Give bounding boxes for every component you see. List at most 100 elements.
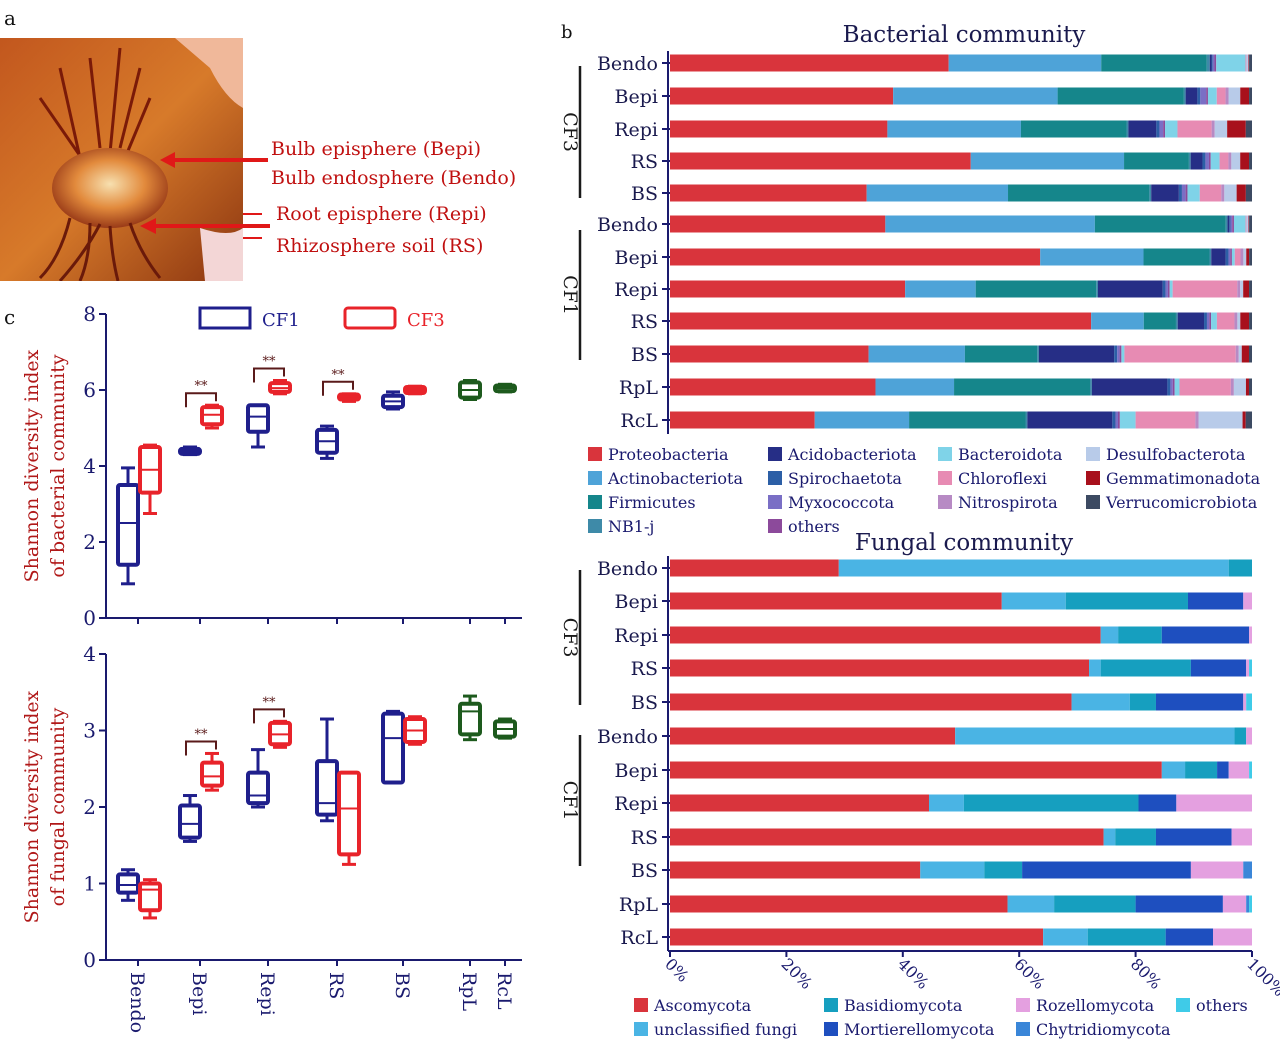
- bar-segment-rozellomycota: [1176, 794, 1252, 812]
- annotation-bepi: Bulb episphere (Bepi): [271, 138, 481, 160]
- y-tick-label: 1: [83, 872, 96, 896]
- bar-segment-actinobacteriota: [1091, 312, 1144, 330]
- bar-segment-basidiomycota: [1115, 828, 1156, 846]
- box-bepi-cf3: [200, 760, 224, 788]
- legend-swatch: [588, 495, 602, 509]
- bar-segment-unclassified-fungi: [1089, 659, 1101, 677]
- bar-segment-spirochaetota: [1162, 280, 1166, 298]
- bar-segment-unclassified-fungi: [920, 861, 985, 879]
- legend-label: Myxococcota: [788, 492, 895, 512]
- row-label: Bepi: [615, 591, 658, 613]
- bar-segment-myxococcota: [1117, 345, 1120, 363]
- annotation-repi: Root episphere (Repi): [276, 203, 487, 225]
- group-label: CF1: [559, 781, 581, 821]
- x-tick-label: 40%: [894, 954, 933, 993]
- legend-label: unclassified fungi: [654, 1019, 798, 1039]
- bar-segment-acidobacteriota: [1185, 87, 1198, 105]
- bar-segment-chloroflexi: [1245, 215, 1247, 233]
- bar-segment-chloroflexi: [1234, 248, 1241, 266]
- bar-segment-gemmatimonadota: [1227, 120, 1246, 138]
- x-tick-label: Bepi: [188, 972, 210, 1015]
- x-tick-label: 60%: [1010, 954, 1049, 993]
- legend-swatch: [938, 471, 952, 485]
- bar-segment-desulfobacterota: [1237, 312, 1241, 330]
- legend-swatch: [768, 495, 782, 509]
- bar-segment-chloroflexi: [1124, 345, 1236, 363]
- bar-segment-bacteroidota: [1119, 411, 1136, 429]
- bar-segment-myxococcota: [1165, 280, 1168, 298]
- bar-segment-bacteroidota: [1211, 312, 1217, 330]
- bar-segment-ascomycota: [670, 794, 929, 812]
- bar-segment-spirochaetota: [1114, 345, 1118, 363]
- legend-label: Rozellomycota: [1036, 995, 1155, 1015]
- bar-segment-basidiomycota: [1129, 693, 1156, 711]
- bar-segment-bacteroidota: [1233, 215, 1246, 233]
- bar-segment-rozellomycota: [1213, 928, 1252, 946]
- legend-item: Actinobacteriota: [588, 466, 768, 490]
- legend-spacer: [938, 514, 1086, 538]
- bar-segment-verrucomicrobiota: [1249, 152, 1252, 170]
- legend-spacer: [1176, 1017, 1256, 1041]
- bar-segment-bacteroidota: [1165, 120, 1178, 138]
- bar-segment-basidiomycota: [1054, 895, 1136, 913]
- bar-segment-gemmatimonadota: [1243, 280, 1250, 298]
- bar-segment-gemmatimonadota: [1241, 345, 1249, 363]
- bar-segment-acidobacteriota: [1128, 120, 1157, 138]
- bar-segment-spirochaetota: [1167, 378, 1171, 396]
- y-axis-label-line1: Shannon diversity index: [21, 349, 43, 582]
- row-label: Bepi: [615, 86, 658, 108]
- bar-segment-mortierellomycota: [1165, 928, 1214, 946]
- bar-segment-proteobacteria: [670, 215, 886, 233]
- bar-segment-others: [1119, 345, 1122, 363]
- legend-label: Nitrospirota: [958, 492, 1058, 512]
- bar-segment-verrucomicrobiota: [1249, 280, 1252, 298]
- significance-label: **: [263, 355, 277, 370]
- bar-segment-bacteroidota: [1216, 54, 1246, 72]
- legend-item: Acidobacteriota: [768, 442, 938, 466]
- bar-segment-unclassified-fungi: [955, 727, 1235, 745]
- bar-segment-gemmatimonadota: [1246, 248, 1250, 266]
- legend-label: Gemmatimonadota: [1106, 468, 1261, 488]
- bar-segment-nb1-j: [1090, 378, 1092, 396]
- bar-segment-rozellomycota: [1190, 861, 1244, 879]
- bar-segment-chloroflexi: [1172, 280, 1238, 298]
- bar-segment-bacteroidota: [1174, 378, 1180, 396]
- bar-segment-proteobacteria: [670, 152, 971, 170]
- bar-segment-actinobacteriota: [905, 280, 976, 298]
- legend-swatch: [938, 495, 952, 509]
- bar-segment-unclassified-fungi: [1071, 693, 1130, 711]
- y-axis-label-line2: of fungal community: [47, 707, 69, 906]
- bar-segment-nitrospirota: [1234, 312, 1238, 330]
- significance-bracket: [253, 708, 285, 724]
- bar-segment-gemmatimonadota: [1248, 215, 1250, 233]
- bar-segment-myxococcota: [1181, 184, 1186, 202]
- bar-segment-chytridiomycota: [1243, 861, 1252, 879]
- bar-segment-firmicutes: [1094, 215, 1226, 233]
- bar-segment-unclassified-fungi: [1007, 895, 1055, 913]
- legend-item: unclassified fungi: [634, 1017, 824, 1041]
- fungal-legend: Ascomycota Basidiomycota Rozellomycota othe…: [634, 993, 1256, 1041]
- community-stacked-bars: Bacterial community Bendo Bepi Repi RS BS Bend…: [559, 22, 1280, 1000]
- bar-segment-others: [1230, 248, 1232, 266]
- row-label: Repi: [614, 793, 658, 815]
- legend-label-cf1: CF1: [262, 310, 300, 331]
- bar-segment-myxococcota: [1200, 87, 1207, 105]
- bar-segment-others: [1117, 411, 1120, 429]
- row-label: RS: [631, 827, 658, 849]
- bar-segment-nitrospirota: [1230, 378, 1234, 396]
- bar-segment-firmicutes: [964, 345, 1038, 363]
- y-tick-label: 4: [83, 642, 96, 666]
- bar-segment-acidobacteriota: [1097, 280, 1163, 298]
- bar-segment-others: [1206, 87, 1208, 105]
- bar-segment-basidiomycota: [963, 794, 1139, 812]
- legend-item: Ascomycota: [634, 993, 824, 1017]
- row-label: RS: [631, 151, 658, 173]
- bar-segment-proteobacteria: [670, 345, 869, 363]
- legend-label: Verrucomicrobiota: [1106, 492, 1258, 512]
- bar-segment-chloroflexi: [1216, 312, 1235, 330]
- bar-segment-ascomycota: [670, 928, 1044, 946]
- row-label: Bepi: [615, 760, 658, 782]
- legend-swatch-cf3: [343, 306, 397, 330]
- bar-segment-verrucomicrobiota: [1249, 248, 1252, 266]
- bar-segment-firmicutes: [909, 411, 1026, 429]
